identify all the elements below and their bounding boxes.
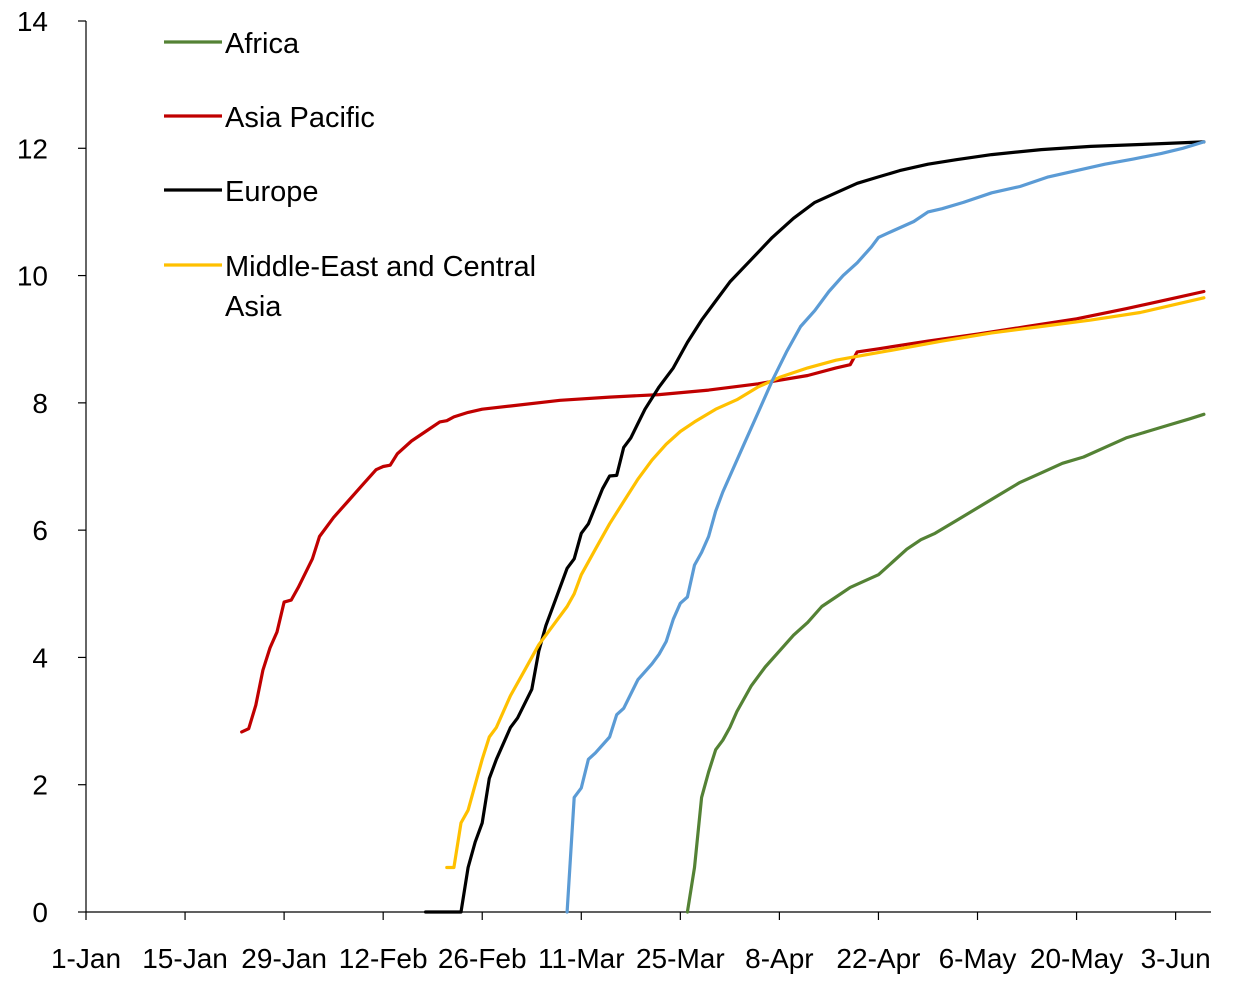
y-tick-label: 12 [17, 133, 48, 164]
y-tick-label: 2 [32, 770, 48, 801]
series-line-middle-east-and-central-asia [445, 296, 1206, 870]
x-tick-label: 26-Feb [438, 943, 527, 974]
x-tick-label: 8-Apr [745, 943, 813, 974]
x-tick-label: 25-Mar [636, 943, 725, 974]
series-line-asia-pacific [240, 289, 1206, 734]
y-tick-label: 10 [17, 261, 48, 292]
legend-label: Africa [225, 28, 300, 60]
legend-label: Asia Pacific [225, 102, 375, 134]
x-tick-label: 15-Jan [142, 943, 228, 974]
series-line-europe [424, 140, 1206, 914]
y-tick-label: 8 [32, 388, 48, 419]
x-tick-label: 22-Apr [836, 943, 920, 974]
y-tick-label: 0 [32, 897, 48, 928]
series-line-africa [685, 412, 1206, 914]
x-tick-label: 12-Feb [339, 943, 428, 974]
y-tick-label: 4 [32, 642, 48, 673]
series-line-series-5 [565, 140, 1206, 914]
x-tick-label: 3-Jun [1141, 943, 1211, 974]
x-tick-label: 11-Mar [538, 943, 625, 974]
y-tick-label: 6 [32, 515, 48, 546]
x-tick-label: 29-Jan [241, 943, 327, 974]
legend-label: Middle-East and Central Asia [225, 251, 536, 323]
x-tick-label: 20-May [1030, 943, 1123, 974]
legend-label: Europe [225, 176, 319, 208]
y-tick-label: 14 [17, 6, 48, 37]
x-tick-label: 6-May [939, 943, 1017, 974]
x-tick-label: 1-Jan [51, 943, 121, 974]
